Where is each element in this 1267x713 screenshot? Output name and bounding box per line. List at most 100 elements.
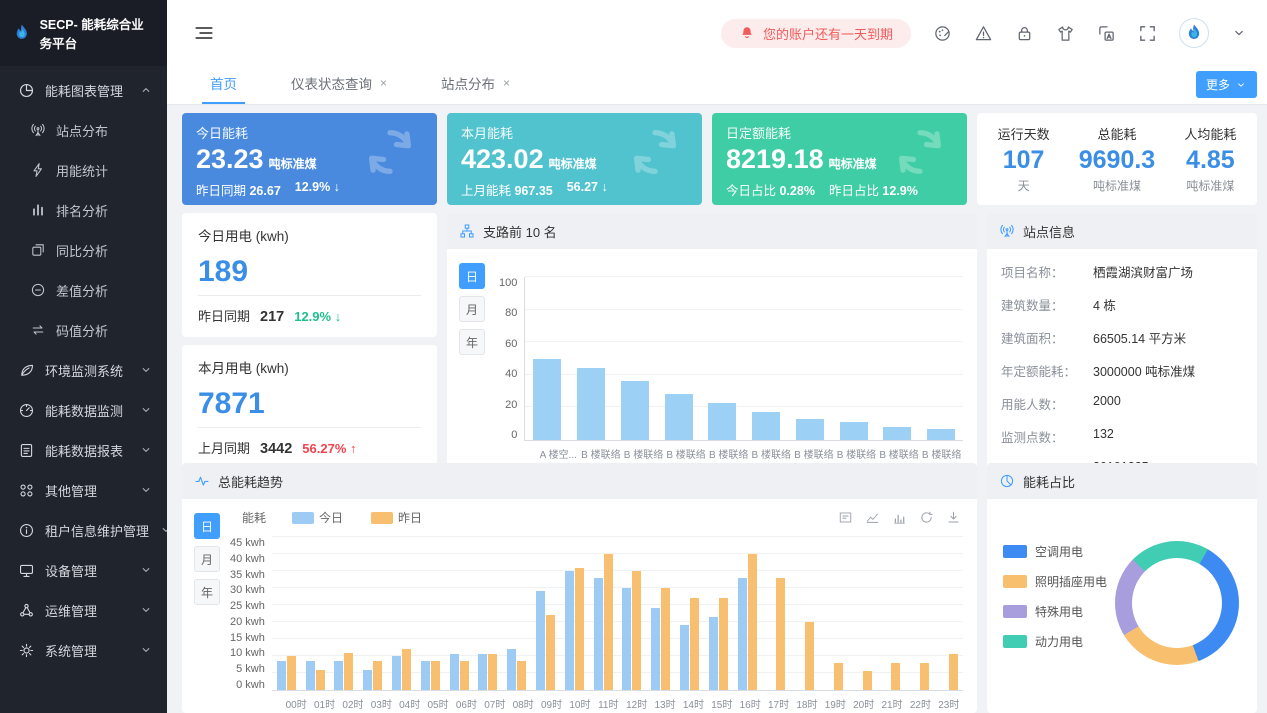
fullscreen-icon[interactable] [1138, 24, 1157, 43]
sidebar-item-差值分析[interactable]: 差值分析 [0, 270, 167, 310]
gridline [271, 604, 963, 605]
collapse-menu-icon[interactable] [193, 22, 215, 44]
station-row: 建筑面积： 66505.14 平方米 [1001, 321, 1243, 354]
tab-仪表状态查询[interactable]: 仪表状态查询 × [283, 73, 395, 104]
period-toggle-年[interactable]: 年 [459, 329, 485, 355]
lock-icon[interactable] [1015, 24, 1034, 43]
line-chart-icon[interactable] [865, 510, 880, 525]
kpi-card-本月能耗: 本月能耗 423.02 吨标准煤 上月能耗 967.35 56.27 ↓ [447, 113, 702, 205]
user-avatar[interactable] [1179, 18, 1209, 48]
sidebar-item-其他管理[interactable]: 其他管理 [0, 470, 167, 510]
branch-top10-panel: 支路前 10 名 日月年 100 80 60 40 20 0 A 楼空... B 楼联络 B 楼… [447, 213, 977, 469]
ratio-legend-item-特殊用电[interactable]: 特殊用电 [1003, 603, 1107, 620]
station-row-label: 年定额能耗： [1001, 365, 1077, 379]
bar-slot [613, 277, 657, 440]
ratio-legend-item-空调用电[interactable]: 空调用电 [1003, 543, 1107, 560]
warning-icon[interactable] [974, 24, 993, 43]
legend-item-今日[interactable]: 今日 [292, 509, 343, 526]
trend-bar-今日 [593, 577, 603, 690]
summary-unit: 吨标准煤 [1092, 179, 1141, 193]
close-tab-icon[interactable]: × [380, 76, 388, 90]
language-translate-icon[interactable] [1097, 24, 1116, 43]
sidebar-item-同比分析[interactable]: 同比分析 [0, 230, 167, 270]
tab-站点分布[interactable]: 站点分布 × [433, 73, 518, 104]
tabs: 首页 仪表状态查询 × 站点分布 × [202, 73, 556, 104]
dataview-icon[interactable] [838, 510, 853, 525]
x-tick: B 楼联络 [751, 450, 791, 461]
gear-icon [18, 642, 35, 659]
summary-运行天数: 运行天数 107 天 [998, 124, 1050, 194]
trend-bar-昨日 [401, 649, 411, 690]
trend-bar-昨日 [517, 661, 527, 690]
kpi-title: 今日能耗 [196, 126, 249, 141]
close-tab-icon[interactable]: × [503, 76, 511, 90]
chevron-down-icon [139, 603, 153, 617]
trend-bar-昨日 [603, 554, 613, 690]
restore-icon[interactable] [919, 510, 934, 525]
y-tick: 5 kwh [236, 663, 265, 676]
plot-area [524, 276, 963, 441]
y-tick: 0 [511, 428, 518, 441]
branch-bar [752, 412, 781, 440]
compare-value: 217 [260, 309, 285, 325]
energy-ratio-header: 能耗占比 [987, 463, 1257, 499]
chevron-down-icon [139, 403, 153, 417]
chevron-down-icon [139, 643, 153, 657]
sidebar-item-排名分析[interactable]: 排名分析 [0, 190, 167, 230]
station-row-label: 用能人数： [1001, 398, 1064, 412]
sidebar-item-能耗数据监测[interactable]: 能耗数据监测 [0, 390, 167, 430]
period-toggle-月[interactable]: 月 [459, 296, 485, 322]
branch-bar [577, 368, 605, 440]
legend-item-昨日[interactable]: 昨日 [371, 509, 422, 526]
y-axis-name: 能耗 [242, 511, 267, 525]
trend-bar-昨日 [344, 652, 354, 690]
sidebar-item-label: 差值分析 [56, 283, 109, 299]
bottom-row: 总能耗趋势 日月年 能耗 今日 昨日 [182, 463, 1257, 713]
sidebar-item-租户信息维护管理[interactable]: 租户信息维护管理 [0, 510, 167, 550]
sidebar-item-能耗数据报表[interactable]: 能耗数据报表 [0, 430, 167, 470]
trend-bar-昨日 [920, 662, 930, 690]
tab-首页[interactable]: 首页 [202, 73, 245, 104]
trend-bar-今日 [651, 608, 661, 690]
kpi-card-日定额能耗: 日定额能耗 8219.18 吨标准煤 今日占比 0.28% 昨日占比 12.9% [712, 113, 967, 205]
bar-chart-icon[interactable] [892, 510, 907, 525]
period-toggle-年[interactable]: 年 [194, 579, 220, 605]
summary-value: 9690.3 [1078, 146, 1156, 174]
branch-top10-title: 支路前 10 名 [483, 224, 557, 240]
ratio-legend-item-照明插座用电[interactable]: 照明插座用电 [1003, 573, 1107, 590]
station-row: 监测点数： 132 [1001, 420, 1243, 453]
station-row-label: 建筑面积： [1001, 332, 1064, 346]
user-menu-chevron-icon[interactable] [1231, 25, 1247, 41]
branch-bar [664, 394, 693, 440]
x-tick: 01时 [314, 700, 336, 711]
sidebar-item-站点分布[interactable]: 站点分布 [0, 110, 167, 150]
period-toggle-月[interactable]: 月 [194, 546, 220, 572]
sidebar-item-系统管理[interactable]: 系统管理 [0, 630, 167, 670]
sidebar-item-环境监测系统[interactable]: 环境监测系统 [0, 350, 167, 390]
station-row-label: 监测点数： [1001, 431, 1064, 445]
sidebar-item-能耗图表管理[interactable]: 能耗图表管理 [0, 70, 167, 110]
kpi-unit: 吨标准煤 [828, 157, 877, 171]
bar-group [761, 537, 790, 690]
tabs-more-button[interactable]: 更多 [1195, 71, 1257, 98]
theme-palette-icon[interactable] [933, 24, 952, 43]
bar-slot [744, 277, 788, 440]
skin-tshirt-icon[interactable] [1056, 24, 1075, 43]
ratio-legend-item-动力用电[interactable]: 动力用电 [1003, 633, 1107, 650]
account-expiry-alert[interactable]: 您的账户还有一天到期 [720, 18, 911, 48]
sidebar-item-用能统计[interactable]: 用能统计 [0, 150, 167, 190]
ratio-legend: 空调用电照明插座用电 特殊用电动力用电 [1003, 543, 1107, 665]
branch-top10-chart: 100 80 60 40 20 0 A 楼空... B 楼联络 B 楼联络 B 楼联络 B 楼联络 B… [499, 276, 963, 461]
period-toggle-日[interactable]: 日 [459, 263, 485, 289]
kpi-sub-item: 昨日占比 12.9% [828, 184, 918, 198]
branch-top10-header: 支路前 10 名 [447, 213, 977, 249]
save-image-icon[interactable] [946, 510, 961, 525]
bar-group [589, 537, 618, 690]
monitor-icon [18, 562, 35, 579]
energy-trend-panel: 总能耗趋势 日月年 能耗 今日 昨日 [182, 463, 977, 713]
period-toggle-日[interactable]: 日 [194, 513, 220, 539]
sidebar-item-运维管理[interactable]: 运维管理 [0, 590, 167, 630]
sidebar-item-设备管理[interactable]: 设备管理 [0, 550, 167, 590]
sidebar-item-码值分析[interactable]: 码值分析 [0, 310, 167, 350]
bar-group [473, 537, 502, 690]
